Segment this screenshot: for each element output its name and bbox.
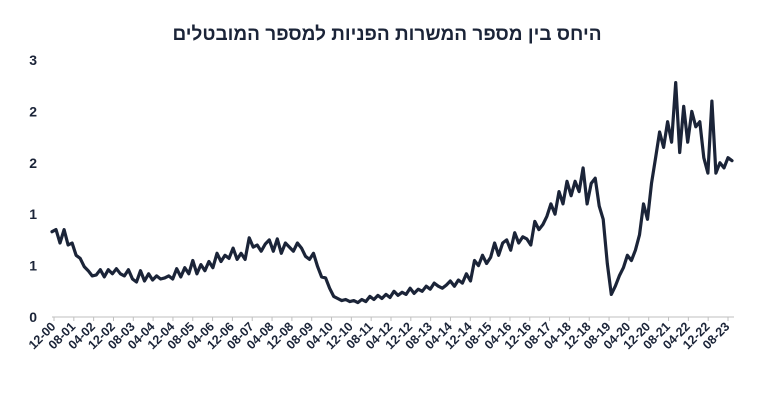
y-tick-label: 1 (29, 206, 37, 222)
y-tick-label: 1 (29, 258, 37, 274)
series-line (50, 80, 734, 305)
x-axis: 12-0008-0104-0212-0208-0304-0412-0408-05… (26, 317, 732, 352)
y-tick-label: 3 (29, 52, 37, 68)
y-axis: 0 1 1 2 2 3 (29, 52, 37, 325)
plot-area (50, 80, 734, 305)
y-tick-label: 0 (29, 309, 37, 325)
chart-title: היחס בין מספר המשרות הפניות למספר המובטל… (172, 24, 602, 45)
y-tick-label: 2 (29, 103, 37, 119)
y-tick-label: 2 (29, 155, 37, 171)
